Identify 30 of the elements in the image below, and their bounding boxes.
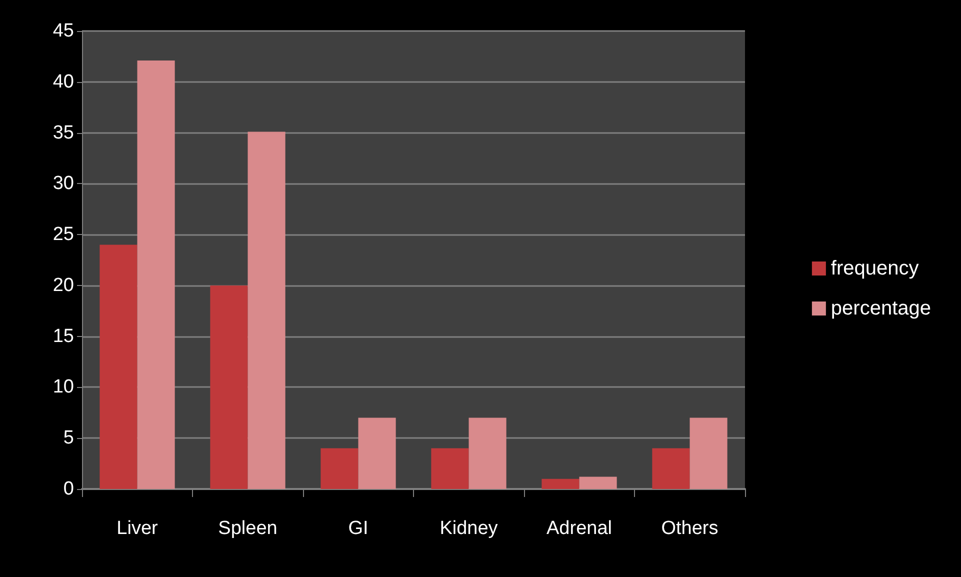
- bar: [100, 244, 138, 489]
- x-tick-label: Liver: [116, 518, 159, 539]
- x-tick-label: Spleen: [218, 518, 278, 539]
- y-tick-label: 40: [52, 71, 74, 92]
- y-tick-label: 25: [52, 224, 74, 246]
- bar: [579, 476, 617, 489]
- bar: [137, 60, 175, 489]
- bar: [652, 448, 690, 489]
- bar: [542, 478, 580, 489]
- y-tick-label: 0: [63, 478, 74, 500]
- y-tick-label: 35: [52, 122, 74, 144]
- x-tick-label: Others: [661, 518, 718, 539]
- x-tick-label: GI: [348, 518, 368, 539]
- legend-label: percentage: [830, 298, 931, 320]
- x-tick-label: Kidney: [440, 518, 498, 539]
- y-tick-label: 20: [52, 274, 74, 296]
- x-tick-label: Adrenal: [546, 518, 612, 539]
- bar: [468, 418, 506, 489]
- bar: [320, 448, 358, 489]
- bar: [248, 132, 286, 489]
- y-tick-label: 5: [63, 428, 74, 449]
- bar: [210, 285, 248, 489]
- y-tick-label: 30: [52, 173, 74, 194]
- y-tick-label: 45: [52, 20, 74, 42]
- bar: [431, 448, 469, 489]
- y-tick-label: 10: [52, 376, 74, 398]
- bar: [690, 418, 728, 489]
- legend-label: frequency: [830, 258, 919, 280]
- bar: [358, 418, 396, 489]
- y-tick-label: 15: [52, 326, 74, 347]
